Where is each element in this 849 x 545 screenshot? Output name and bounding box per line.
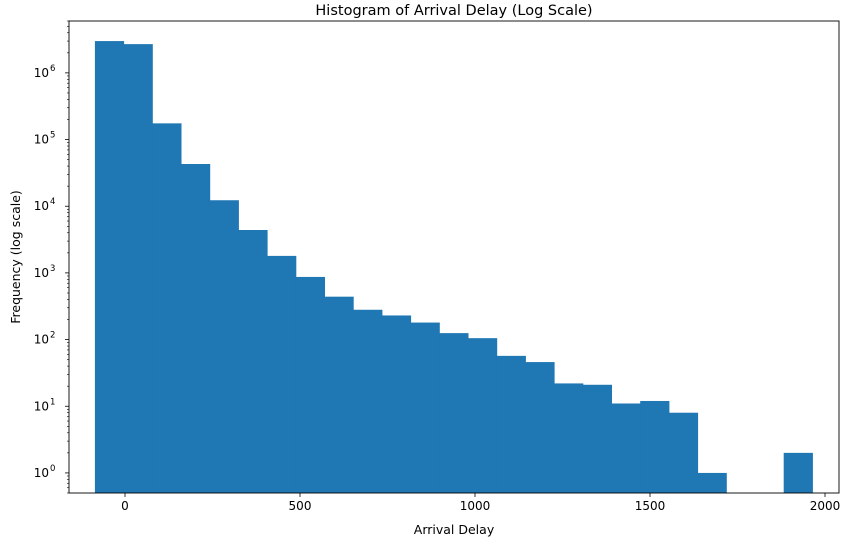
histogram-bar [640, 400, 670, 493]
histogram-bar [295, 276, 325, 493]
histogram-bar [94, 41, 125, 494]
y-tick-label: 10 [34, 399, 49, 413]
y-tick-label: 10 [34, 266, 49, 280]
histogram-bar [353, 309, 383, 493]
chart-title: Histogram of Arrival Delay (Log Scale) [315, 3, 592, 19]
x-tick-label: 1500 [635, 499, 666, 513]
y-tick-label: 10 [34, 133, 49, 147]
x-tick-label: 2000 [810, 499, 841, 513]
histogram-bar [267, 255, 297, 493]
y-tick-exponent: 3 [50, 264, 55, 274]
y-axis-label: Frequency (log scale) [8, 190, 23, 324]
histogram-bar [783, 452, 813, 493]
histogram-bar [410, 322, 440, 493]
x-axis-label: Arrival Delay [414, 522, 495, 537]
x-tick-label: 0 [121, 499, 129, 513]
y-tick-label: 10 [34, 199, 49, 213]
histogram-bar [582, 384, 612, 493]
y-tick-exponent: 4 [50, 197, 55, 207]
histogram-bar [668, 412, 699, 493]
histogram-bar [496, 355, 526, 493]
histogram-bar [152, 123, 182, 493]
x-tick-label: 500 [289, 499, 312, 513]
y-tick-exponent: 2 [50, 331, 55, 341]
y-tick-label: 10 [34, 466, 49, 480]
y-tick-label: 10 [34, 66, 49, 80]
x-tick-label: 1000 [460, 499, 491, 513]
x-axis-ticks: 0 500 1000 1500 2000 [121, 493, 840, 513]
histogram-bar [123, 44, 153, 494]
histogram-bar [439, 333, 469, 493]
y-tick-exponent: 5 [50, 131, 55, 141]
y-tick-exponent: 0 [50, 464, 55, 474]
y-tick-exponent: 6 [50, 64, 55, 74]
histogram-bar [381, 315, 412, 493]
histogram-bar [324, 296, 354, 493]
histogram-bar [697, 472, 727, 493]
histogram-bar [238, 230, 268, 493]
y-tick-label: 10 [34, 333, 49, 347]
histogram-bar [611, 403, 641, 493]
histogram-bar [468, 338, 498, 493]
y-tick-exponent: 1 [50, 397, 55, 407]
plot-frame [68, 20, 840, 494]
histogram-bar [209, 200, 239, 494]
histogram-bar [554, 383, 584, 493]
bars-group [94, 41, 813, 494]
histogram-bar [181, 163, 211, 493]
histogram-bar [525, 362, 555, 493]
